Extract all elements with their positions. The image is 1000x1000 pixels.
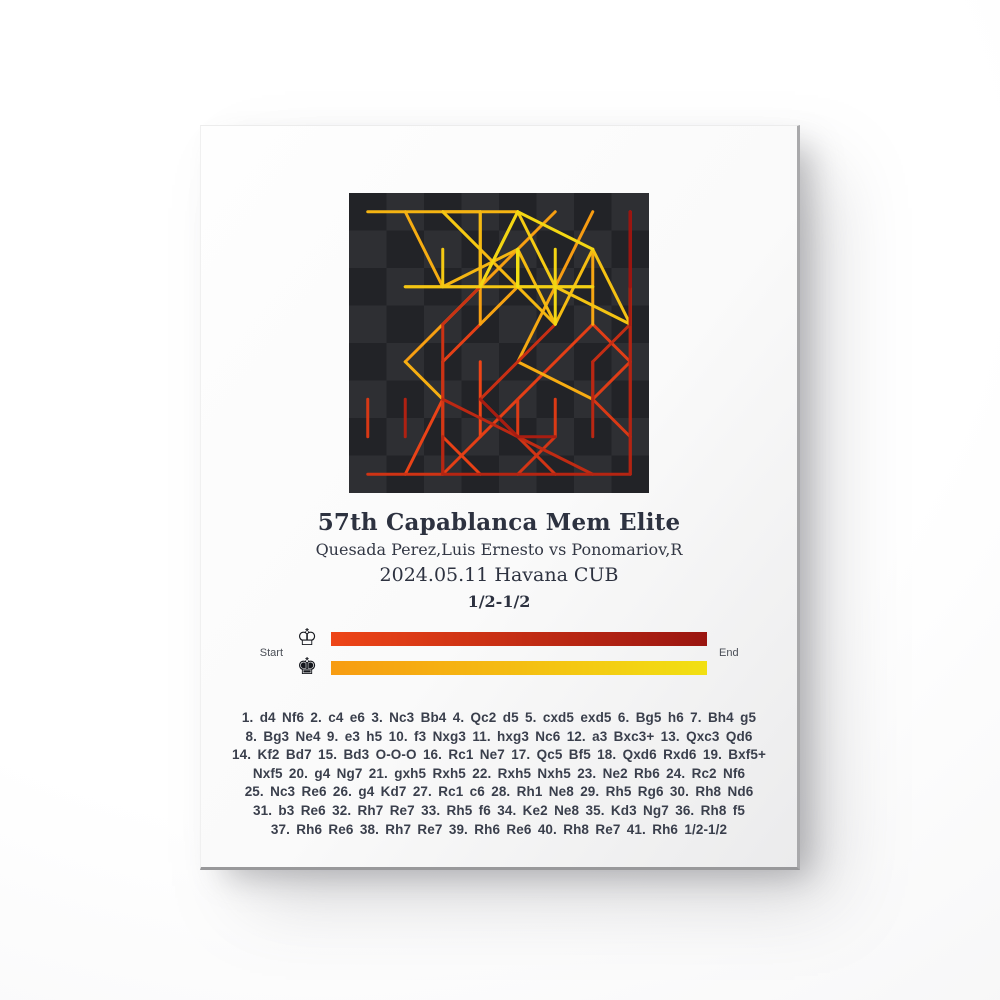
black-king-icon: ♚ — [296, 654, 318, 680]
event-title: 57th Capablanca Mem Elite — [317, 509, 681, 536]
chess-game-print: 57th Capablanca Mem Elite Quesada Perez,… — [200, 125, 800, 870]
legend-start-label: Start — [259, 647, 283, 659]
legend-bars-column — [331, 631, 707, 675]
legend-kings-column: ♔ ♚ — [283, 624, 331, 682]
chessboard-visualization — [349, 193, 649, 493]
moves-line: 14. Kf2 Bd7 15. Bd3 O-O-O 16. Rc1 Ne7 17… — [232, 747, 766, 763]
moves-line: Nxf5 20. g4 Ng7 21. gxh5 Rxh5 22. Rxh5 N… — [252, 765, 746, 781]
moves-line: 25. Nc3 Re6 26. g4 Kd7 27. Rc1 c6 28. Rh… — [244, 784, 754, 800]
white-king-icon: ♔ — [296, 625, 318, 651]
black-moves-gradient-bar — [331, 660, 707, 675]
move-list: 1. d4 Nf6 2. c4 e6 3. Nc3 Bb4 4. Qc2 d5 … — [201, 709, 797, 839]
moves-line: 1. d4 Nf6 2. c4 e6 3. Nc3 Bb4 4. Qc2 d5 … — [241, 710, 757, 725]
date-location-line: 2024.05.11 Havana CUB — [379, 564, 619, 586]
moves-line: 31. b3 Re6 32. Rh7 Re7 33. Rh5 f6 34. Ke… — [252, 802, 745, 818]
move-color-legend: Start ♔ ♚ End — [201, 624, 797, 682]
white-moves-gradient-bar — [331, 631, 707, 646]
moves-line: 37. Rh6 Re6 38. Rh7 Re7 39. Rh6 Re6 40. … — [270, 821, 728, 837]
game-result: 1/2-1/2 — [467, 592, 531, 611]
legend-end-label: End — [719, 647, 739, 659]
chessboard-visualization-wrap — [349, 193, 649, 493]
players-line: Quesada Perez,Luis Ernesto vs Ponomariov… — [315, 540, 683, 559]
moves-line: 8. Bg3 Ne4 9. e3 h5 10. f3 Nxg3 11. hxg3… — [245, 728, 753, 744]
